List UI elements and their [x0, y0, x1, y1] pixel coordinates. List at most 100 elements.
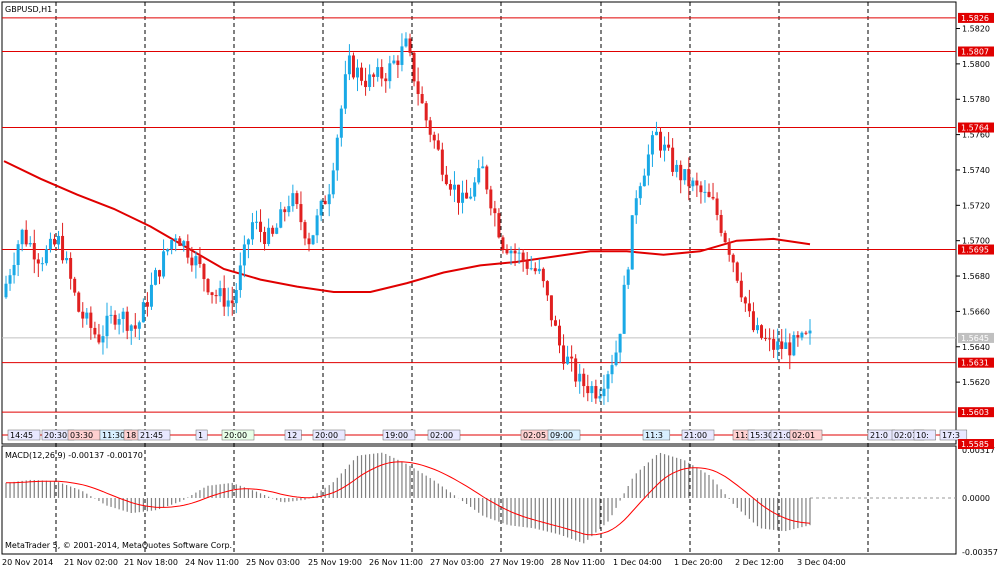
time-label: 2 Dec 12:00 — [735, 558, 784, 567]
macd-label: MACD(12,26,9) -0.00137 -0.00170 — [5, 451, 143, 460]
candle-body — [800, 332, 804, 338]
event-marker[interactable] — [913, 429, 936, 441]
candle-body — [335, 137, 339, 171]
candle-body — [343, 74, 347, 109]
event-marker[interactable] — [137, 429, 171, 441]
event-marker[interactable] — [284, 429, 302, 441]
price-tick-label: 1.5640 — [962, 343, 990, 352]
candle-body — [36, 259, 40, 264]
price-tick-label: 1.5760 — [962, 131, 990, 140]
level-price-tag-text: 1.5826 — [961, 14, 989, 23]
candle-body — [509, 250, 513, 254]
level-price-tag — [958, 244, 994, 255]
candle-body — [364, 80, 368, 88]
candle-body — [723, 232, 727, 243]
candle-body — [57, 235, 61, 245]
level-price-tag-text: 1.5631 — [961, 359, 989, 368]
time-label: 25 Nov 03:00 — [246, 558, 300, 567]
candle-body — [513, 250, 517, 254]
candle-body — [586, 386, 590, 394]
candle-body — [416, 81, 420, 95]
event-marker[interactable] — [312, 429, 346, 441]
candle-body — [448, 184, 452, 190]
event-marker[interactable] — [681, 429, 715, 441]
candle-body — [206, 279, 210, 293]
event-markers[interactable]: 14:45 20:30 03:30 11:30 18 21:45 1 20:00 12 20:00… — [2, 429, 968, 441]
event-marker[interactable] — [939, 429, 968, 441]
event-marker[interactable] — [427, 429, 461, 441]
horizontal-levels[interactable] — [2, 17, 956, 413]
candle-body — [351, 55, 355, 78]
event-marker-label: 1 — [198, 431, 203, 440]
candle-body — [481, 166, 485, 169]
level-price-tag-text: 1.5695 — [961, 246, 989, 255]
macd-signal-line — [6, 461, 811, 536]
candle-body — [238, 265, 242, 291]
candle-body — [174, 238, 178, 241]
candle-body — [558, 325, 562, 346]
candle-body — [719, 214, 723, 233]
candle-body — [69, 257, 73, 279]
candle-body — [254, 221, 258, 223]
candle-body — [436, 140, 440, 150]
event-marker[interactable] — [221, 429, 255, 441]
event-marker[interactable] — [195, 429, 208, 441]
event-marker-label: 11:3 — [645, 431, 663, 440]
candle-body — [424, 103, 428, 121]
event-marker-label: 02:00 — [430, 431, 453, 440]
macd-indicator: 0.00317 0.0000 -0.00357 — [5, 446, 998, 557]
candle-body — [614, 352, 618, 366]
event-marker[interactable] — [642, 429, 671, 441]
level-price-tag — [958, 12, 994, 23]
event-marker-label: 20:30 — [44, 431, 67, 440]
candle-body — [355, 67, 359, 78]
candle-body — [420, 94, 424, 104]
event-marker[interactable] — [789, 429, 823, 441]
candle-body — [477, 168, 481, 183]
grid-lines — [55, 2, 869, 554]
event-marker-label: 09:00 — [550, 431, 573, 440]
candle-body — [679, 164, 683, 181]
level-price-tag — [958, 439, 994, 449]
time-label: 26 Nov 11:00 — [369, 558, 423, 567]
candle-body — [776, 341, 780, 350]
macd-frame[interactable] — [1, 445, 957, 555]
event-marker[interactable] — [382, 429, 416, 441]
candle-body — [299, 204, 303, 223]
candle-body — [683, 169, 687, 181]
price-tick-label: 1.5700 — [962, 237, 990, 246]
candle-body — [48, 238, 52, 250]
time-axis: 20 Nov 2014 21 Nov 02:00 21 Nov 18:00 24 No… — [2, 558, 846, 567]
event-marker[interactable] — [547, 429, 581, 441]
price-tick-label: 1.5820 — [962, 25, 990, 34]
candle-body — [246, 239, 250, 245]
candle-body — [501, 237, 505, 249]
price-tick-label: 1.5740 — [962, 166, 990, 175]
moving-average — [3, 160, 811, 293]
candle-body — [727, 242, 731, 255]
candle-body — [242, 244, 246, 266]
candle-body — [190, 257, 194, 266]
candle-body — [319, 200, 323, 216]
main-chart-frame[interactable] — [1, 1, 957, 445]
candle-body — [715, 198, 719, 215]
candle-body — [671, 147, 675, 172]
time-label: 1 Dec 04:00 — [613, 558, 662, 567]
candle-body — [218, 288, 222, 297]
candle-body — [279, 209, 283, 228]
candle-body — [780, 341, 784, 349]
event-marker[interactable] — [7, 429, 41, 441]
candle-body — [796, 335, 800, 338]
candle-body — [93, 327, 97, 335]
candle-body — [731, 254, 735, 263]
symbol-title: GBPUSD,H1 — [5, 5, 52, 14]
candle-body — [129, 325, 133, 331]
candle-body — [465, 192, 469, 199]
candle-body — [493, 208, 497, 214]
candle-body — [222, 288, 226, 307]
candle-body — [8, 275, 12, 284]
candle-body — [388, 63, 392, 82]
candle-body — [469, 196, 473, 199]
